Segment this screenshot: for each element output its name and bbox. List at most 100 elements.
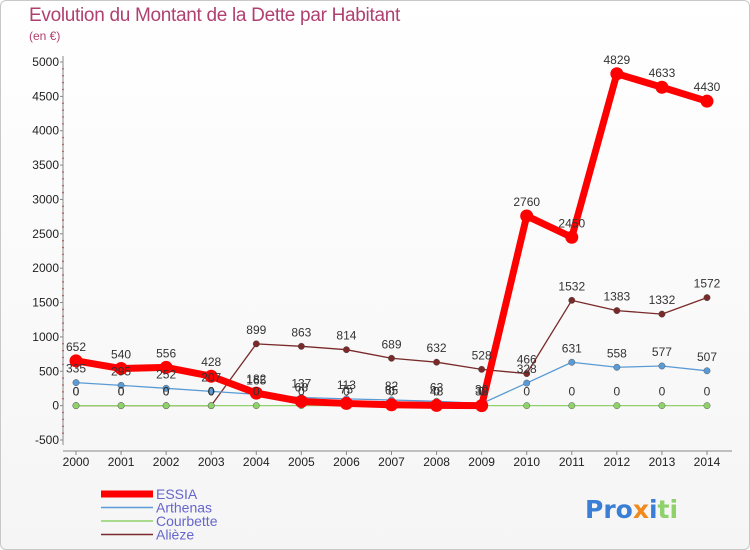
data-label: 182 [246,372,266,386]
data-label: 0 [478,385,485,399]
data-label: 48 [430,384,444,398]
data-label: 0 [73,385,80,399]
brand-text: Proxiti [585,495,678,524]
y-tick-label: 2500 [32,227,59,241]
data-point [162,384,170,392]
data-point [343,346,350,354]
y-minor-tick [62,253,64,256]
y-minor-tick [62,390,64,393]
data-label: 689 [381,337,401,351]
data-point [388,354,395,362]
data-label: 556 [156,346,176,360]
data-point [433,358,440,366]
y-minor-tick [62,184,64,187]
data-point [703,402,711,410]
y-minor-tick [62,425,64,428]
x-tick-label: 2004 [243,455,270,469]
data-label: 863 [291,325,311,339]
chart-title: Evolution du Montant de la Dette par Hab… [29,5,400,26]
data-label: 1532 [558,279,585,293]
data-label: 1383 [604,290,631,304]
data-label: 0 [118,385,125,399]
legend-label-arthenas: Arthenas [156,500,212,516]
data-point [523,370,531,378]
data-point [207,388,215,395]
y-minor-tick [62,116,64,118]
data-label: 82 [385,379,399,393]
data-point [252,402,260,410]
data-point [568,296,576,304]
data-point [613,363,621,371]
y-tick-label: 500 [39,364,59,378]
data-label: 0 [208,385,215,399]
y-tick-label: 4000 [32,124,59,138]
y-minor-tick [62,136,64,139]
data-point [658,310,666,318]
y-minor-tick [62,356,64,359]
data-point [117,381,125,389]
y-minor-tick [62,122,64,125]
y-minor-tick [62,281,64,283]
data-label: 0 [523,385,530,399]
data-label: 1332 [649,293,676,307]
y-minor-tick [62,88,64,91]
y-minor-tick [62,418,64,421]
data-label: 4829 [604,53,631,67]
data-point [478,365,486,373]
data-label: 899 [246,323,266,337]
y-minor-tick [62,384,64,386]
y-minor-tick [62,308,64,311]
y-minor-tick [62,377,64,380]
x-tick-label: 2008 [423,455,450,469]
y-minor-tick [62,171,64,173]
data-label: 65 [385,384,399,398]
data-point [613,402,621,410]
data-label: 0 [704,385,711,399]
data-point [252,340,260,348]
legend-label-essia: ESSIA [156,486,198,502]
data-point [655,80,669,94]
legend-label-alièze: Alièze [156,527,194,543]
data-point [658,362,666,370]
data-label: 252 [156,367,176,381]
y-minor-tick [62,349,64,352]
data-point [430,398,444,412]
data-point [703,367,711,375]
y-minor-tick [62,274,64,276]
data-label: 113 [337,378,356,392]
y-minor-tick [62,287,64,290]
data-point [249,386,263,400]
data-point [117,402,125,410]
data-label: 63 [430,380,444,394]
data-label: 652 [66,340,86,354]
series-layer [69,67,714,413]
x-tick-label: 2002 [153,455,180,469]
data-label: 632 [427,341,447,355]
x-tick-label: 2012 [604,455,631,469]
data-point [703,294,711,301]
y-tick-label: 0 [52,399,59,413]
y-minor-tick [62,191,64,194]
axes: -500050010001500200025003000350040004500… [32,55,732,469]
data-label: 68 [295,380,309,394]
data-point [72,402,80,410]
x-tick-label: 2007 [378,455,405,469]
data-label: 428 [201,355,221,369]
data-point [69,354,83,368]
data-label: 0 [253,385,260,399]
y-minor-tick [62,212,64,215]
data-label: 2760 [513,195,540,209]
data-label: 0 [118,385,125,399]
y-minor-tick [62,150,64,153]
x-tick-label: 2006 [333,455,360,469]
y-minor-tick [62,411,64,414]
y-minor-tick [62,74,64,77]
proxiti-logo: Proxiti [585,495,678,524]
data-label: 4430 [694,80,721,94]
x-tick-label: 2000 [63,455,90,469]
data-label: 2450 [558,216,585,230]
data-label: 577 [652,345,672,359]
y-tick-label: 5000 [32,55,59,69]
data-label: 0 [433,385,440,399]
